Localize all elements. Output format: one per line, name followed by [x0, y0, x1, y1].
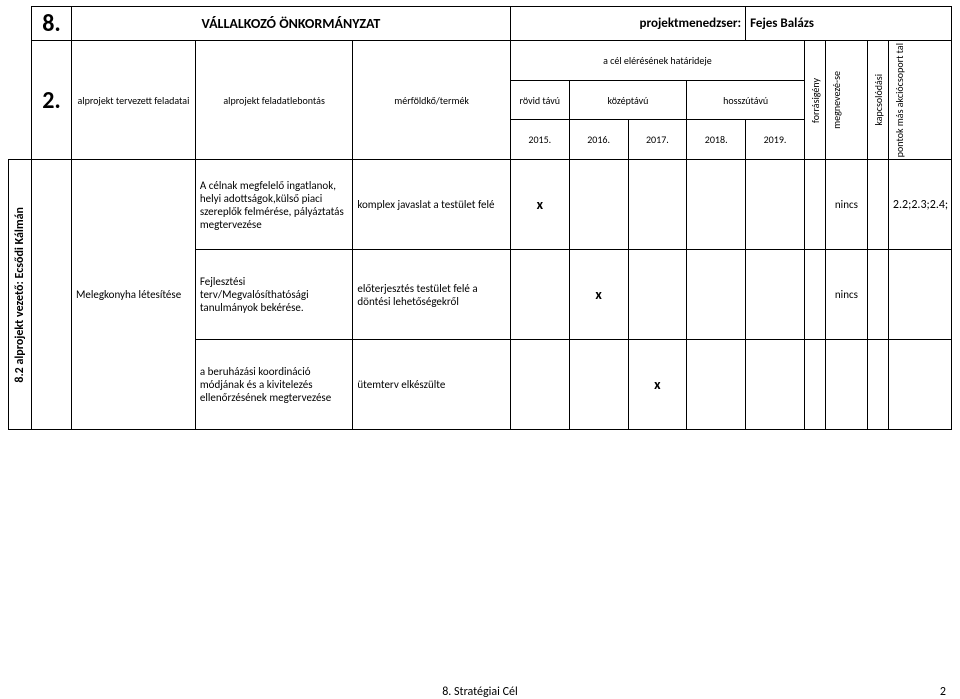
r2-2019 [746, 250, 805, 340]
planned-task: Melegkonyha létesítése [71, 160, 195, 430]
r2-2017 [628, 250, 687, 340]
main-number: 8. [32, 7, 72, 41]
pm-name: Fejes Balázs [746, 7, 952, 41]
r2-kapcs [888, 250, 951, 340]
rot-kapcs: kapcsolódási [872, 74, 885, 126]
r3-2016 [569, 340, 628, 430]
long-term: hosszútávú [687, 80, 805, 120]
year-2019: 2019. [746, 120, 805, 160]
year-2017: 2017. [628, 120, 687, 160]
r1-2019 [746, 160, 805, 250]
pm-label: projektmenedzser: [510, 7, 745, 41]
side-label: 8.2 alprojekt vezető: Ecsődi Kálmán [13, 207, 27, 383]
deadline-header: a cél elérésének határideje [510, 41, 804, 81]
breakdown-2: Fejlesztési terv/Megvalósíthatósági tanu… [195, 250, 353, 340]
r3-2019 [746, 340, 805, 430]
r1-2015: x [510, 160, 569, 250]
r2-2016: x [569, 250, 628, 340]
r2-2018 [687, 250, 746, 340]
r3-2017: x [628, 340, 687, 430]
year-2015: 2015. [510, 120, 569, 160]
r1-2018 [687, 160, 746, 250]
milestone-3: ütemterv elkészülte [353, 340, 511, 430]
footer-center: 8. Stratégiai Cél [0, 685, 960, 699]
rot-forras: forrásigény [809, 78, 822, 123]
r3-2018 [687, 340, 746, 430]
r1-2017 [628, 160, 687, 250]
milestone-1: komplex javaslat a testület felé [353, 160, 511, 250]
r1-megnev: nincs [825, 160, 867, 250]
footer-page: 2 [940, 685, 946, 699]
col-breakdown: alprojekt feladatlebontás [195, 41, 353, 160]
year-2018: 2018. [687, 120, 746, 160]
breakdown-1: A célnak megfelelő ingatlanok, helyi ado… [195, 160, 353, 250]
r3-2015 [510, 340, 569, 430]
rot-megnev: megnevezé-se [830, 71, 843, 129]
rot-pontok: pontok más akciócsoport tal [893, 43, 906, 157]
r2-2015 [510, 250, 569, 340]
col-planned: alprojekt tervezett feladatai [71, 41, 195, 160]
r3-megnev [825, 340, 867, 430]
col-milestone: mérföldkő/termék [353, 41, 511, 160]
r1-2016 [569, 160, 628, 250]
breakdown-3: a beruházási koordináció módjának és a k… [195, 340, 353, 430]
main-title: VÁLLALKOZÓ ÖNKORMÁNYZAT [71, 7, 510, 41]
r3-kapcs [888, 340, 951, 430]
milestone-2: előterjesztés testület felé a döntési le… [353, 250, 511, 340]
mid-term: középtávú [569, 80, 687, 120]
sub-number: 2. [32, 41, 72, 160]
short-term: rövid távú [510, 80, 569, 120]
r2-megnev: nincs [825, 250, 867, 340]
project-table: 8. VÁLLALKOZÓ ÖNKORMÁNYZAT projektmenedz… [8, 6, 952, 430]
r1-kapcs: 2.2;2.3;2.4; [888, 160, 951, 250]
year-2016: 2016. [569, 120, 628, 160]
